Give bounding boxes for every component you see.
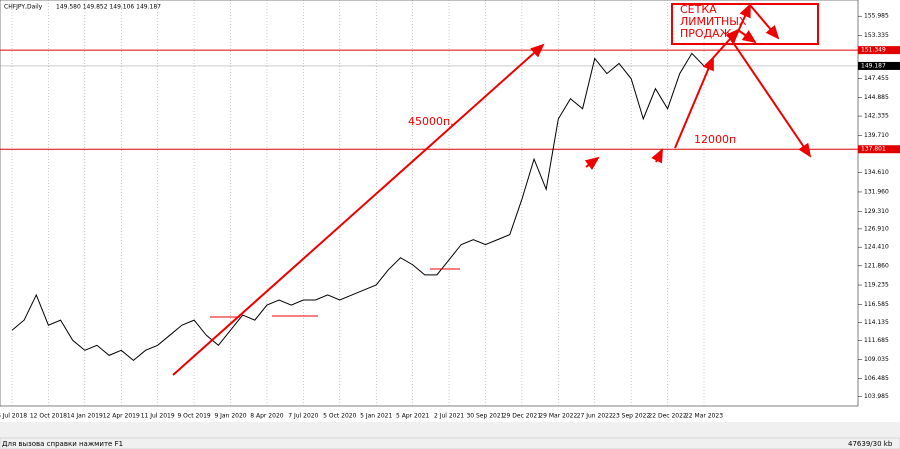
symbol-title: CHFJPY,Daily (4, 4, 43, 11)
x-tick-label: 6 Jul 2018 (0, 413, 27, 420)
x-tick-label: 5 Apr 2021 (396, 413, 429, 420)
y-tick-label: 124.410 (864, 244, 889, 251)
annotation-box (671, 3, 819, 45)
x-tick-label: 29 Mar 2022 (539, 413, 577, 420)
price-tag (858, 61, 900, 70)
x-tick-label: 2 Jul 2021 (434, 413, 464, 420)
y-tick-label: 142.335 (864, 113, 889, 120)
annotation: СЕТКА ЛИМИТНЫХ ПРОДАЖ (680, 4, 747, 40)
level-label: 137.801 (861, 146, 886, 153)
annotation: 45000п. (408, 115, 454, 128)
tab-bar (0, 422, 900, 438)
arrow (651, 148, 663, 164)
plot-area (0, 0, 859, 407)
arrow (737, 29, 757, 44)
x-tick-label: 22 Dec 2022 (648, 413, 687, 420)
y-tick-label: 121.860 (864, 262, 889, 269)
arrow (749, 4, 780, 40)
y-tick-label: 116.585 (864, 301, 889, 308)
status-help: Для вызова справки нажмите F1 (2, 440, 123, 448)
y-tick-label: 147.455 (864, 75, 889, 82)
level-label: 151.349 (861, 47, 886, 54)
x-tick-label: 12 Apr 2019 (103, 413, 140, 420)
drawings (172, 3, 819, 376)
x-tick-label: 8 Apr 2020 (250, 413, 283, 420)
x-tick-label: 30 Sep 2021 (466, 413, 504, 420)
x-tick-label: 7 Jul 2020 (288, 413, 318, 420)
x-tick-label: 27 Jun 2022 (577, 413, 613, 420)
y-tick-label: 129.310 (864, 208, 889, 215)
ohlc: 149.580 149.852 149.106 149.187 (56, 4, 161, 11)
x-tick-label: 5 Jan 2021 (360, 413, 392, 420)
y-tick-label: 103.985 (864, 393, 889, 400)
arrow (674, 56, 714, 149)
annotation: 12000п (694, 133, 736, 146)
y-tick-label: 144.885 (864, 94, 889, 101)
arrow (172, 43, 545, 376)
x-tick-label: 22 Mar 2023 (685, 413, 723, 420)
x-tick-label: 11 Jul 2019 (141, 413, 175, 420)
y-tick-label: 111.685 (864, 337, 889, 344)
x-tick-label: 14 Jan 2019 (67, 413, 103, 420)
arrow (584, 156, 600, 170)
y-tick-label: 139.710 (864, 132, 889, 139)
annotation-wrap: СЕТКА ЛИМИТНЫХ ПРОДАЖ (680, 4, 747, 40)
x-tick-label: 9 Oct 2019 (177, 413, 210, 420)
price-line-series (11, 52, 705, 362)
y-tick-label: 109.035 (864, 356, 889, 363)
y-tick-label: 106.485 (864, 375, 889, 382)
y-tick-label: 155.985 (864, 13, 889, 20)
x-tick-label: 5 Oct 2020 (323, 413, 356, 420)
y-tick-label: 153.335 (864, 32, 889, 39)
level-tag (858, 46, 900, 55)
y-tick-label: 131.960 (864, 188, 889, 195)
y-tick-label: 134.610 (864, 169, 889, 176)
x-tick-label: 23 Sep 2022 (612, 413, 650, 420)
arrow (729, 37, 812, 158)
y-tick-label: 126.910 (864, 225, 889, 232)
arrow (731, 3, 751, 46)
x-tick-label: 29 Dec 2021 (503, 413, 542, 420)
status-memory: 47639/30 kb (848, 440, 893, 448)
status-bar (0, 437, 900, 449)
y-tick-label: 119.235 (864, 282, 889, 289)
level-tag (858, 145, 900, 154)
price-label: 149.187 (861, 62, 886, 69)
x-tick-label: 9 Jan 2020 (214, 413, 246, 420)
y-tick-label: 114.135 (864, 319, 889, 326)
x-tick-label: 12 Oct 2018 (30, 413, 67, 420)
